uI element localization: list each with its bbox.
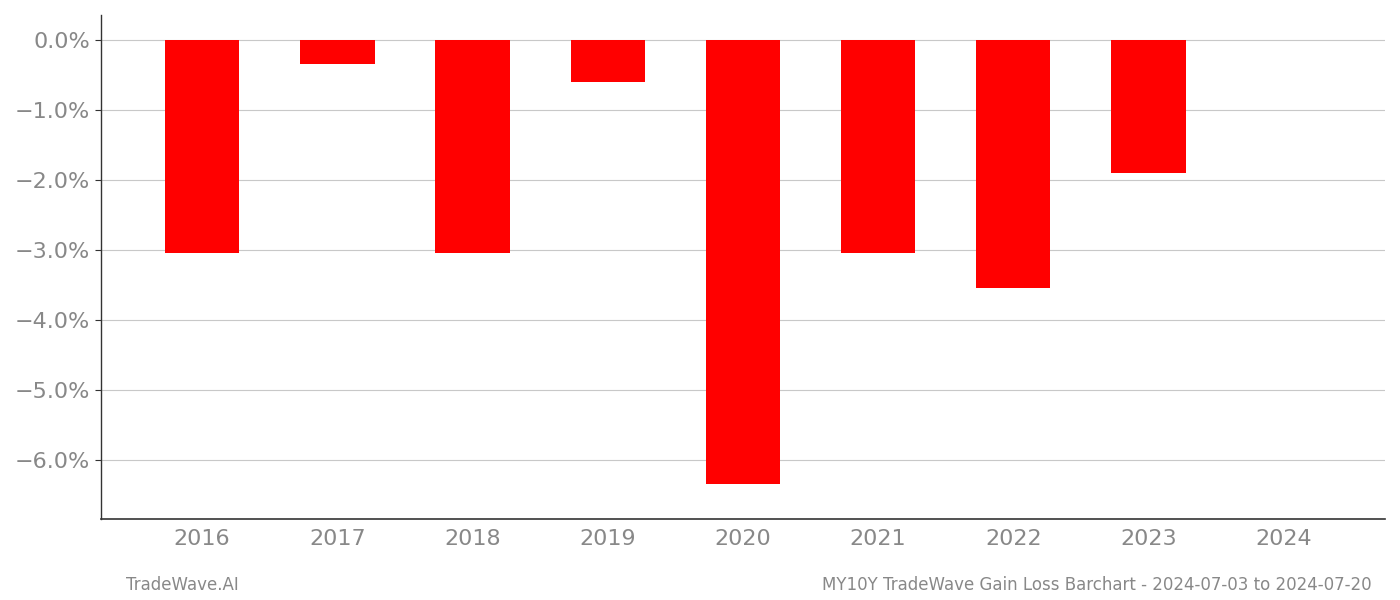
Bar [706, 40, 780, 484]
Text: MY10Y TradeWave Gain Loss Barchart - 2024-07-03 to 2024-07-20: MY10Y TradeWave Gain Loss Barchart - 202… [822, 576, 1372, 594]
Bar [165, 40, 239, 253]
Text: TradeWave.AI: TradeWave.AI [126, 576, 239, 594]
Bar [300, 40, 375, 64]
Bar [571, 40, 645, 82]
Bar [435, 40, 510, 253]
Bar [1112, 40, 1186, 173]
Bar [841, 40, 916, 253]
Bar [976, 40, 1050, 288]
